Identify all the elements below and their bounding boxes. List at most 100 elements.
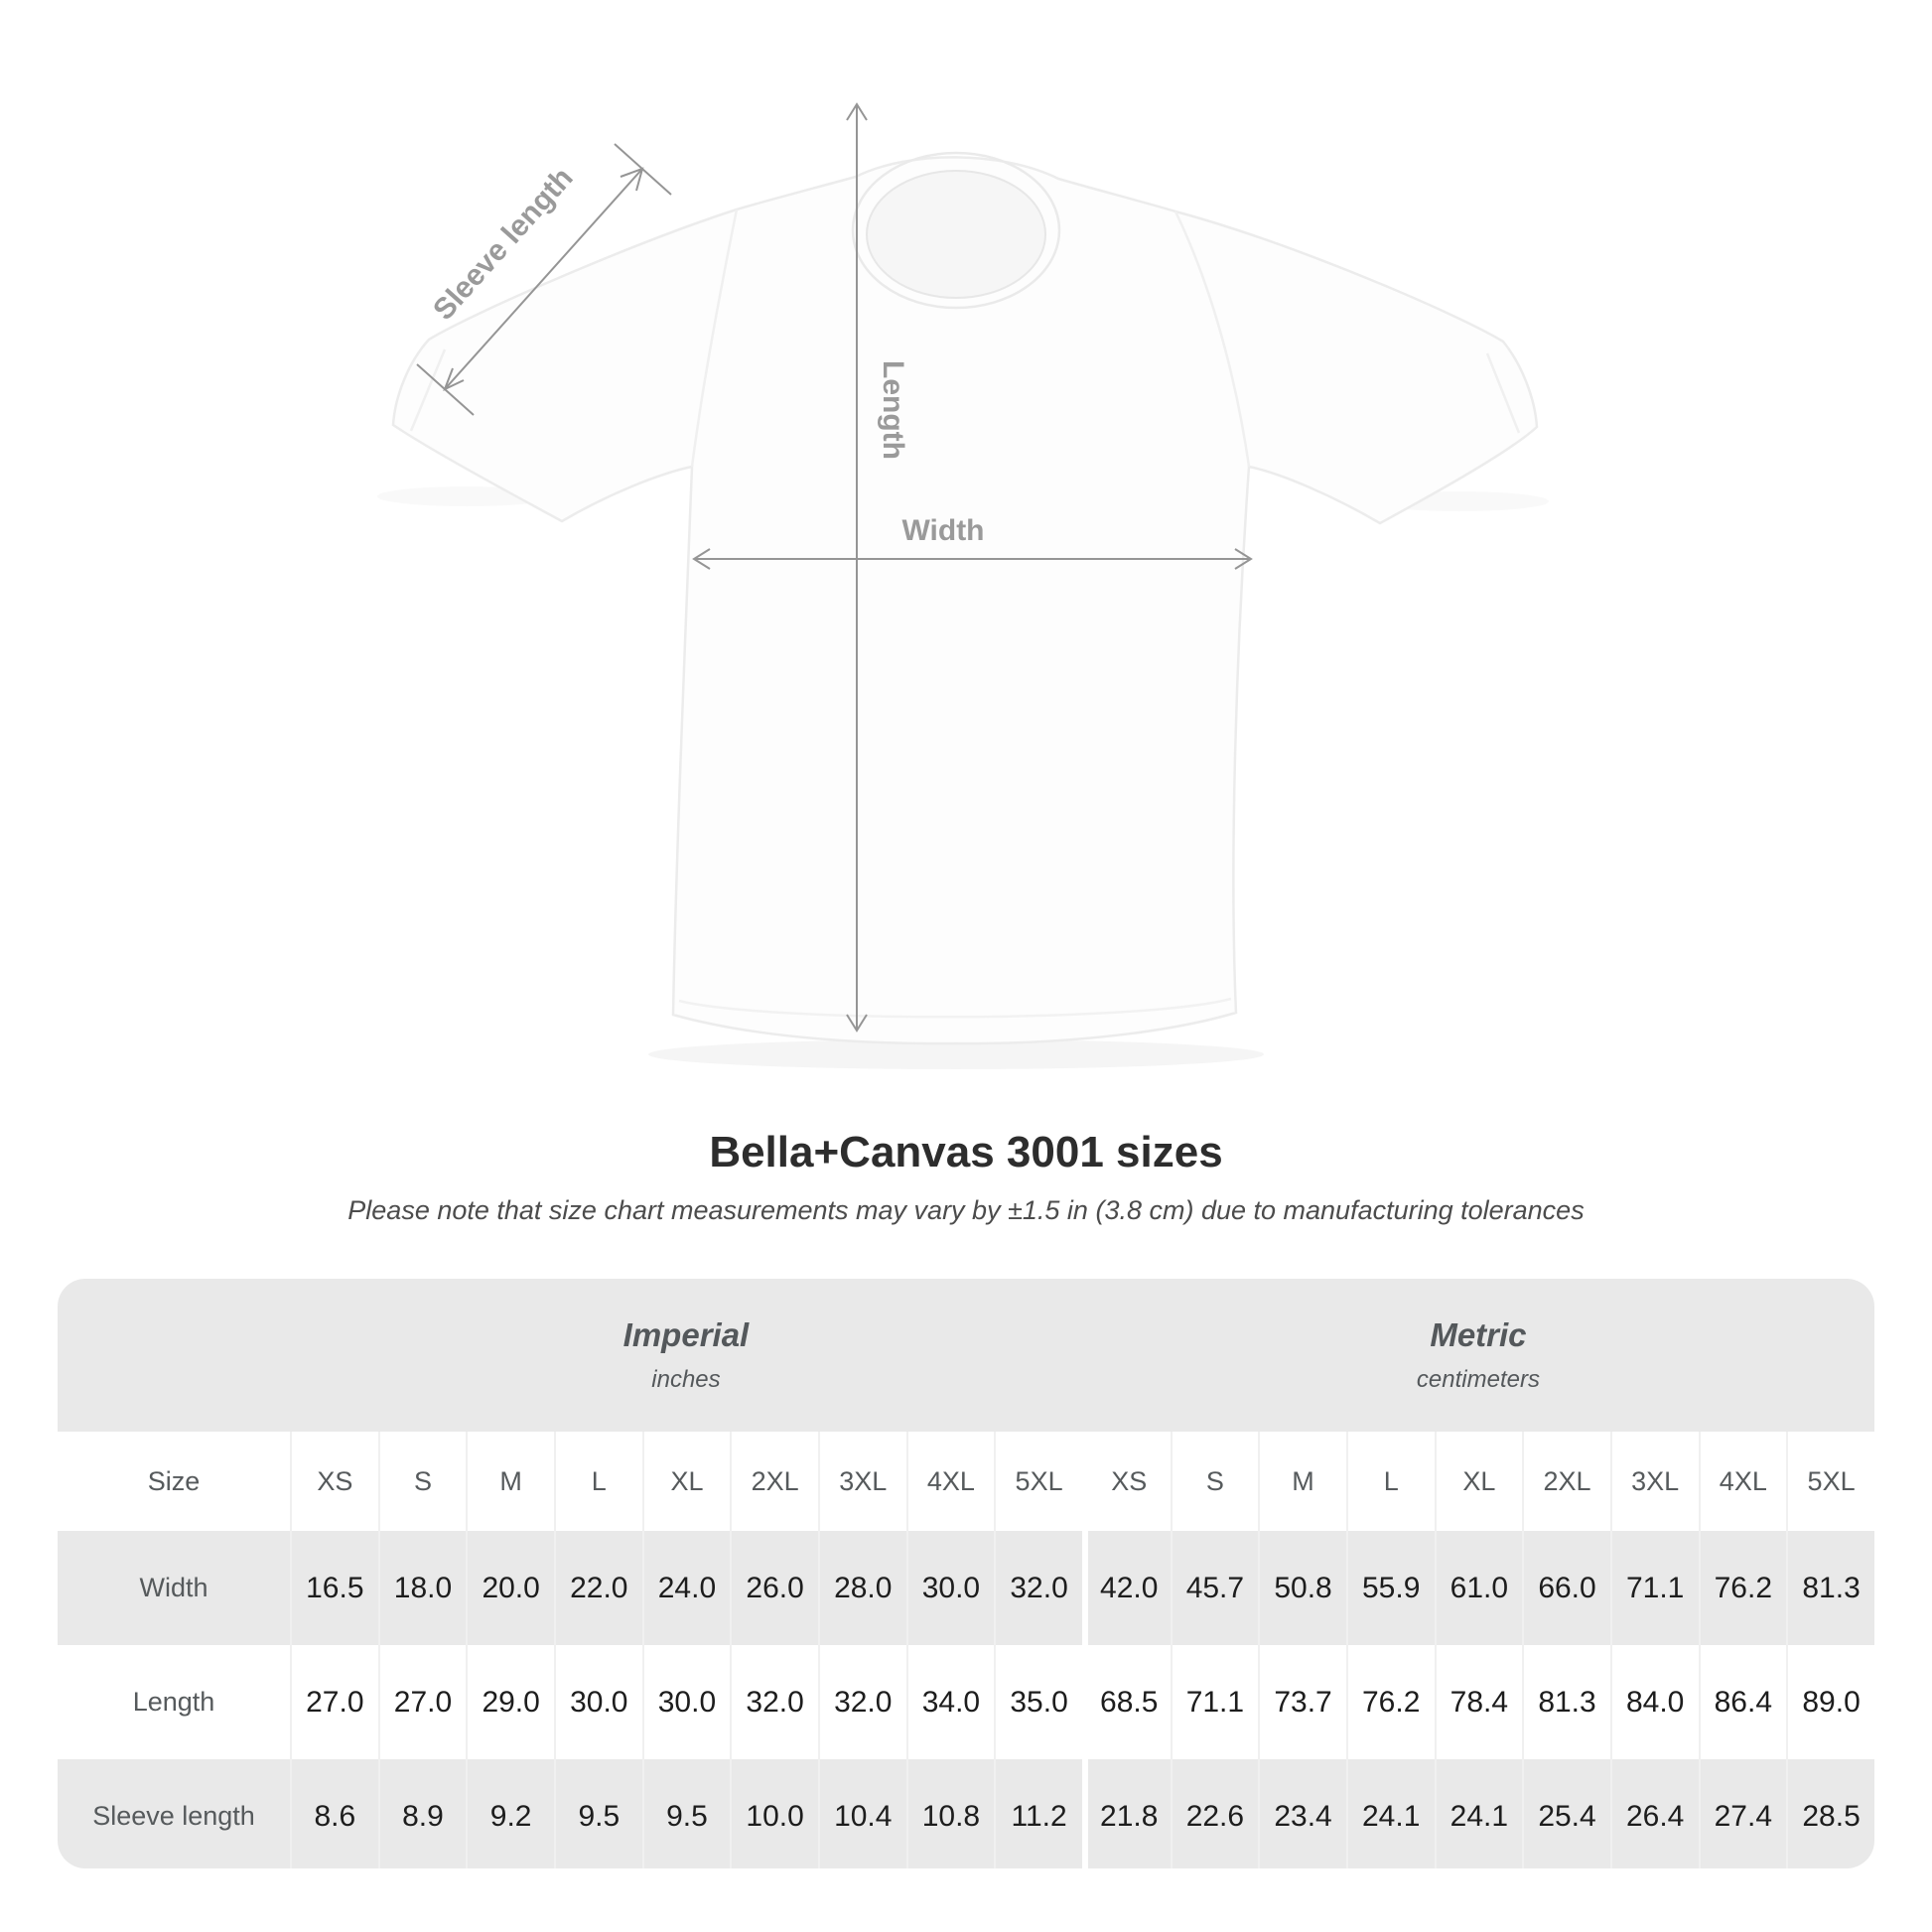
- measurement-value-cell: 10.8: [905, 1759, 995, 1868]
- size-label-cell: M: [1258, 1432, 1346, 1531]
- measurement-value-cell: 55.9: [1345, 1531, 1435, 1645]
- measurement-value-cell: 73.7: [1258, 1645, 1346, 1759]
- size-label-cell: XL: [641, 1432, 731, 1531]
- metric-label: Metric: [1430, 1316, 1527, 1353]
- measurement-value-cell: 9.5: [553, 1759, 642, 1868]
- tshirt-shadow: [648, 1039, 1264, 1069]
- measurement-value-cell: 50.8: [1258, 1531, 1346, 1645]
- measurement-value-cell: 10.4: [817, 1759, 906, 1868]
- measurement-row: Sleeve length 8.6 8.9 9.2 9.5 9.5 10.0 10.4 10.8…: [58, 1759, 1874, 1868]
- measurement-value-cell: 71.1: [1609, 1531, 1699, 1645]
- size-label-cell: L: [553, 1432, 642, 1531]
- size-chart-table: Imperial inches Metric centimeters Size X…: [58, 1279, 1874, 1868]
- imperial-group-header: Imperial inches: [290, 1279, 1082, 1432]
- width-arrow: [692, 548, 1253, 570]
- size-label-cell: 5XL: [994, 1432, 1082, 1531]
- measurement-value-cell: 22.6: [1170, 1759, 1259, 1868]
- size-label-cell: 4XL: [905, 1432, 995, 1531]
- measurement-value-cell: 29.0: [466, 1645, 554, 1759]
- size-label-cell: 3XL: [817, 1432, 906, 1531]
- measurement-value-cell: 27.0: [377, 1645, 467, 1759]
- measurement-row-label: Length: [58, 1645, 290, 1759]
- measurement-value-cell: 11.2: [994, 1759, 1082, 1868]
- measurement-value-cell: 61.0: [1434, 1531, 1523, 1645]
- measurement-value-cell: 32.0: [994, 1531, 1082, 1645]
- measurement-value-cell: 18.0: [377, 1531, 467, 1645]
- measurement-row-label: Width: [58, 1531, 290, 1645]
- tshirt-measurement-diagram: Sleeve length Length Width: [391, 102, 1539, 1069]
- metric-group-header: Metric centimeters: [1081, 1279, 1874, 1432]
- measurement-value-cell: 86.4: [1698, 1645, 1787, 1759]
- size-label-cell: 3XL: [1609, 1432, 1699, 1531]
- measurement-value-cell: 32.0: [730, 1645, 818, 1759]
- measurement-value-cell: 35.0: [994, 1645, 1082, 1759]
- measurement-value-cell: 8.9: [377, 1759, 467, 1868]
- measurement-value-cell: 45.7: [1170, 1531, 1259, 1645]
- measurement-value-cell: 24.1: [1434, 1759, 1523, 1868]
- measurement-value-cell: 30.0: [641, 1645, 731, 1759]
- measurement-value-cell: 76.2: [1345, 1645, 1435, 1759]
- width-label: Width: [901, 514, 984, 547]
- size-chart-container: Imperial inches Metric centimeters Size X…: [58, 1279, 1874, 1868]
- size-label-cell: L: [1345, 1432, 1435, 1531]
- measurement-value-cell: 26.0: [730, 1531, 818, 1645]
- measurement-value-cell: 9.2: [466, 1759, 554, 1868]
- measurement-value-cell: 21.8: [1081, 1759, 1171, 1868]
- measurement-value-cell: 66.0: [1522, 1531, 1610, 1645]
- measurement-value-cell: 24.0: [641, 1531, 731, 1645]
- measurement-row-label: Sleeve length: [58, 1759, 290, 1868]
- measurement-value-cell: 30.0: [905, 1531, 995, 1645]
- measurement-row: Length 27.0 27.0 29.0 30.0 30.0 32.0 32.0 34.0 35…: [58, 1645, 1874, 1759]
- size-label-cell: XL: [1434, 1432, 1523, 1531]
- size-label-cell: 2XL: [1522, 1432, 1610, 1531]
- measurement-value-cell: 20.0: [466, 1531, 554, 1645]
- tolerance-note: Please note that size chart measurements…: [347, 1195, 1585, 1225]
- measurement-value-cell: 32.0: [817, 1645, 906, 1759]
- measurement-value-cell: 27.4: [1698, 1759, 1787, 1868]
- measurement-value-cell: 27.0: [290, 1645, 378, 1759]
- measurement-value-cell: 81.3: [1522, 1645, 1610, 1759]
- measurement-value-cell: 10.0: [730, 1759, 818, 1868]
- measurement-value-cell: 9.5: [641, 1759, 731, 1868]
- page-title: Bella+Canvas 3001 sizes: [709, 1128, 1223, 1176]
- size-label-cell: S: [1170, 1432, 1259, 1531]
- imperial-label: Imperial: [622, 1316, 750, 1353]
- sleeve-length-arrow: [416, 143, 672, 416]
- measurement-value-cell: 8.6: [290, 1759, 378, 1868]
- unit-group-row: Imperial inches Metric centimeters: [58, 1279, 1874, 1432]
- size-header-row: Size XS S M L XL 2XL 3XL 4XL 5XL XS S M L XL 2XL 3XL 4XL 5…: [58, 1432, 1874, 1531]
- size-label-cell: 5XL: [1786, 1432, 1874, 1531]
- measurement-value-cell: 28.5: [1786, 1759, 1874, 1868]
- measurement-value-cell: 42.0: [1081, 1531, 1171, 1645]
- measurement-value-cell: 81.3: [1786, 1531, 1874, 1645]
- measurement-value-cell: 16.5: [290, 1531, 378, 1645]
- size-label-cell: 2XL: [730, 1432, 818, 1531]
- size-label-cell: 4XL: [1698, 1432, 1787, 1531]
- measurement-value-cell: 76.2: [1698, 1531, 1787, 1645]
- measurement-value-cell: 34.0: [905, 1645, 995, 1759]
- measurement-value-cell: 26.4: [1609, 1759, 1699, 1868]
- size-label-cell: XS: [1081, 1432, 1171, 1531]
- imperial-unit-label: inches: [651, 1366, 721, 1393]
- corner-spacer-cell: [58, 1279, 290, 1432]
- measurement-value-cell: 78.4: [1434, 1645, 1523, 1759]
- size-label-cell: XS: [290, 1432, 378, 1531]
- length-label: Length: [877, 360, 909, 460]
- metric-unit-label: centimeters: [1416, 1366, 1540, 1393]
- measurement-value-cell: 30.0: [553, 1645, 642, 1759]
- measurement-value-cell: 24.1: [1345, 1759, 1435, 1868]
- measurement-value-cell: 68.5: [1081, 1645, 1171, 1759]
- length-arrow: [846, 102, 868, 1033]
- size-label-cell: S: [377, 1432, 467, 1531]
- measurement-value-cell: 89.0: [1786, 1645, 1874, 1759]
- measurement-value-cell: 22.0: [553, 1531, 642, 1645]
- measurement-row: Width 16.5 18.0 20.0 22.0 24.0 26.0 28.0 30.0 32.…: [58, 1531, 1874, 1645]
- measurement-value-cell: 71.1: [1170, 1645, 1259, 1759]
- size-column-header: Size: [58, 1432, 290, 1531]
- tshirt-illustration: [391, 151, 1539, 1045]
- measurement-value-cell: 28.0: [817, 1531, 906, 1645]
- measurement-value-cell: 25.4: [1522, 1759, 1610, 1868]
- size-label-cell: M: [466, 1432, 554, 1531]
- measurement-value-cell: 84.0: [1609, 1645, 1699, 1759]
